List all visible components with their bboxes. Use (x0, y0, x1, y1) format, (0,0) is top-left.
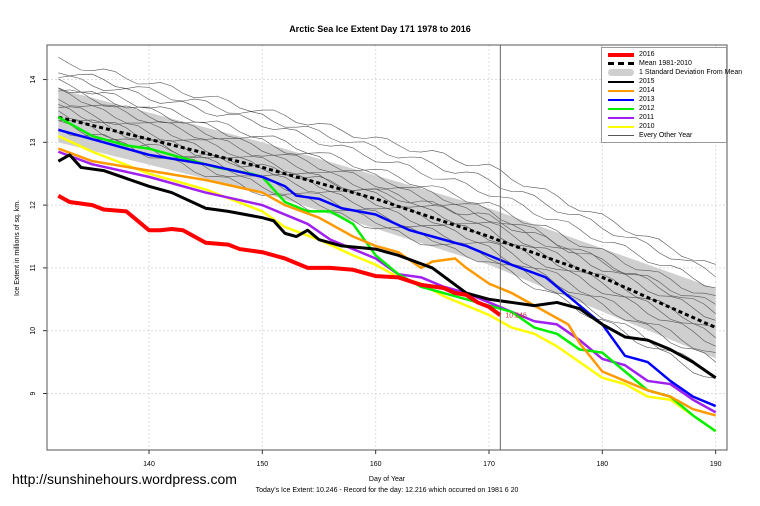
other-year-line (58, 110, 716, 363)
series-2013 (57, 128, 717, 408)
legend-item: 2015 (602, 77, 726, 86)
series-2010 (57, 134, 717, 433)
legend-swatch (608, 116, 634, 119)
legend-swatch (608, 125, 634, 128)
legend-item: 2013 (602, 95, 726, 104)
record-note: Today's Ice Extent: 10.246 - Record for … (255, 487, 519, 494)
other-year-line (58, 72, 716, 278)
legend-swatch (608, 98, 634, 101)
current-value-label: 10.246 (505, 312, 527, 319)
legend-item: Mean 1981-2010 (602, 59, 726, 68)
site-url[interactable]: http://sunshinehours.wordpress.com (12, 471, 237, 487)
legend-item: Every Other Year (602, 131, 726, 140)
y-axis-label: Ice Extent in millions of sq. km. (14, 199, 21, 297)
x-tick-label: 140 (143, 461, 155, 468)
legend-label: 1 Standard Deviation From Mean (639, 69, 743, 76)
x-tick-label: 150 (256, 461, 268, 468)
legend-item: 2012 (602, 104, 726, 113)
x-tick-label: 160 (370, 461, 382, 468)
plot-border (46, 44, 728, 451)
y-tick-label: 11 (30, 264, 37, 271)
legend-swatch (608, 135, 634, 136)
series-2014 (57, 147, 717, 417)
other-year-line (58, 99, 716, 339)
legend-label: Every Other Year (639, 132, 693, 139)
series-2015 (57, 153, 717, 380)
legend-item: 2016 (602, 50, 726, 59)
legend-label: 2016 (639, 51, 655, 58)
y-tick-label: 13 (30, 138, 37, 146)
legend-swatch (608, 62, 634, 65)
legend-label: 2011 (639, 114, 655, 121)
legend-item: 2014 (602, 86, 726, 95)
other-year-line (58, 128, 716, 305)
series-2016 (57, 193, 502, 317)
legend-item: 2011 (602, 113, 726, 122)
legend-swatch (608, 69, 634, 76)
other-year-line (58, 78, 716, 296)
legend-swatch (608, 107, 634, 110)
legend-label: 2013 (639, 96, 655, 103)
other-year-line (58, 75, 716, 289)
other-year-line (58, 56, 716, 265)
x-tick-label: 190 (710, 461, 722, 468)
legend-swatch (608, 80, 634, 83)
mean-line (57, 115, 717, 329)
other-year-line (58, 87, 716, 314)
legend-item: 1 Standard Deviation From Mean (602, 68, 742, 77)
legend: 2016 Mean 1981-2010 1 Standard Deviation F… (601, 47, 742, 143)
y-tick-label: 10 (30, 327, 37, 335)
legend-item: 2010 (602, 122, 726, 131)
y-tick-label: 14 (30, 76, 37, 84)
x-axis-label: Day of Year (368, 476, 406, 483)
legend-swatch (608, 52, 634, 57)
other-year-line (58, 104, 716, 353)
x-tick-label: 170 (483, 461, 495, 468)
legend-label: 2012 (639, 105, 655, 112)
chart-title: Arctic Sea Ice Extent Day 171 1978 to 20… (289, 24, 471, 34)
other-year-line (58, 88, 716, 328)
x-tick-label: 180 (596, 461, 608, 468)
y-tick-label: 9 (30, 391, 37, 395)
y-tick-label: 12 (30, 201, 37, 209)
legend-label: 2014 (639, 87, 655, 94)
legend-label: 2015 (639, 78, 655, 85)
legend-label: 2010 (639, 123, 655, 130)
legend-label: Mean 1981-2010 (639, 60, 692, 67)
legend-swatch (608, 89, 634, 92)
